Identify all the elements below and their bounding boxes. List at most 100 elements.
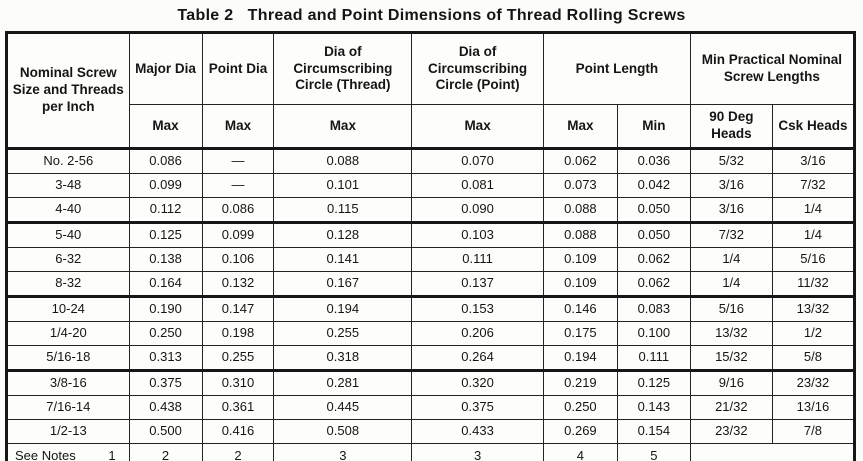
value-cell: 0.090: [411, 197, 544, 223]
screw-size-cell: 5-40: [6, 221, 130, 248]
note-ref: 3: [273, 443, 413, 461]
value-cell: 0.264: [411, 345, 544, 371]
value-cell: 0.250: [128, 321, 203, 346]
value-cell: 0.146: [542, 295, 618, 322]
value-cell: 0.088: [542, 221, 618, 248]
screw-size-cell: No. 2-56: [6, 147, 130, 174]
note-ref: 3: [411, 443, 544, 461]
value-cell: 0.111: [411, 247, 544, 272]
value-cell: 0.062: [616, 271, 691, 297]
value-cell: 15/32: [689, 345, 773, 371]
value-cell: 5/8: [771, 345, 856, 371]
value-cell: 1/4: [689, 271, 773, 297]
value-cell: 0.111: [616, 345, 691, 371]
value-cell: 0.128: [273, 221, 413, 248]
value-cell: 0.190: [128, 295, 203, 322]
value-cell: 0.320: [411, 369, 544, 396]
value-cell: 0.100: [616, 321, 691, 346]
value-cell: 0.103: [411, 221, 544, 248]
header-circ-thread: Dia of Circumscribing Circle (Thread): [273, 32, 413, 105]
value-cell: —: [201, 147, 275, 174]
value-cell: 0.086: [201, 197, 275, 223]
value-cell: 0.115: [273, 197, 413, 223]
table-title: Table 2 Thread and Point Dimensions of T…: [177, 7, 686, 24]
value-cell: 0.175: [542, 321, 618, 346]
value-cell: 0.086: [128, 147, 203, 174]
value-cell: 0.281: [273, 369, 413, 396]
value-cell: 0.109: [542, 247, 618, 272]
screw-size-cell: 3-48: [6, 173, 130, 198]
value-cell: 0.318: [273, 345, 413, 371]
value-cell: 13/32: [771, 295, 856, 322]
value-cell: 1/4: [771, 197, 856, 223]
value-cell: 0.164: [128, 271, 203, 297]
table-row: 4-40 0.112 0.086 0.115 0.090 0.088 0.050 3/16 1/…: [6, 197, 856, 223]
header-screw-size: Nominal Screw Size and Threads per Inch: [6, 32, 130, 149]
screw-size-cell: 5/16-18: [6, 345, 130, 371]
header-point-dia: Point Dia: [201, 32, 275, 105]
value-cell: 0.198: [201, 321, 275, 346]
value-cell: 0.042: [616, 173, 691, 198]
value-cell: 0.194: [273, 295, 413, 322]
value-cell: 5/16: [771, 247, 856, 272]
value-cell: 0.112: [128, 197, 203, 223]
value-cell: 0.206: [411, 321, 544, 346]
value-cell: —: [201, 173, 275, 198]
header-point-length: Point Length: [542, 32, 691, 105]
screw-size-cell: 1/2-13: [6, 419, 130, 444]
value-cell: 13/32: [689, 321, 773, 346]
value-cell: 23/32: [771, 369, 856, 396]
value-cell: 0.099: [128, 173, 203, 198]
value-cell: 9/16: [689, 369, 773, 396]
table-row: 10-24 0.190 0.147 0.194 0.153 0.146 0.083 5/16 1…: [6, 295, 856, 322]
note-ref: 2: [201, 443, 275, 461]
header-circ-point: Dia of Circumscribing Circle (Point): [411, 32, 544, 105]
value-cell: 0.194: [542, 345, 618, 371]
thread-dimensions-table: Nominal Screw Size and Threads per Inch …: [5, 31, 856, 461]
value-cell: 0.088: [542, 197, 618, 223]
screw-size-cell: 6-32: [6, 247, 130, 272]
header-row-main: Nominal Screw Size and Threads per Inch …: [6, 32, 856, 149]
value-cell: 7/8: [771, 419, 856, 444]
value-cell: 0.125: [616, 369, 691, 396]
subheader-min-length: Min: [616, 104, 691, 149]
value-cell: 1/4: [771, 221, 856, 248]
header-row-sub: Max Max Max Max Max Min 90 Deg Heads Csk…: [7, 104, 856, 149]
value-cell: 0.062: [616, 247, 691, 272]
value-cell: 0.154: [616, 419, 691, 444]
table-row: 3/8-16 0.375 0.310 0.281 0.320 0.219 0.125 9/16…: [6, 369, 856, 396]
table-row: 1/4-20 0.250 0.198 0.255 0.206 0.175 0.100 13/3…: [6, 321, 856, 346]
header-major-dia: Major Dia: [128, 32, 203, 105]
table-row: 6-32 0.138 0.106 0.141 0.111 0.109 0.062 1/4 5/1…: [6, 247, 856, 272]
table-row: 8-32 0.164 0.132 0.167 0.137 0.109 0.062 1/4 11/…: [6, 271, 856, 297]
value-cell: 0.153: [411, 295, 544, 322]
value-cell: 1/2: [771, 321, 856, 346]
screw-size-cell: 10-24: [6, 295, 130, 322]
value-cell: 0.141: [273, 247, 413, 272]
table-row: 3-48 0.099—0.101 0.081 0.073 0.042 3/16 7/32: [6, 173, 856, 198]
note-ref: 4: [542, 443, 618, 461]
subheader-max-circ-thread: Max: [273, 104, 413, 149]
value-cell: 0.445: [273, 395, 413, 420]
value-cell: 0.050: [616, 221, 691, 248]
value-cell: 0.143: [616, 395, 691, 420]
value-cell: 5/16: [689, 295, 773, 322]
table-row: 5-40 0.125 0.099 0.128 0.103 0.088 0.050 7/32 1/…: [6, 221, 856, 248]
value-cell: 0.167: [273, 271, 413, 297]
value-cell: 0.375: [128, 369, 203, 396]
subheader-90deg-heads: 90 Deg Heads: [689, 104, 773, 149]
see-notes-cell: See Notes 1: [6, 443, 130, 461]
header-min-practical: Min Practical Nominal Screw Lengths: [689, 32, 856, 105]
table-row: No. 2-56 0.086—0.088 0.070 0.062 0.036 5/32 3/…: [6, 147, 856, 174]
value-cell: 0.500: [128, 419, 203, 444]
value-cell: 0.036: [616, 147, 691, 174]
value-cell: 3/16: [689, 173, 773, 198]
value-cell: 1/4: [689, 247, 773, 272]
value-cell: 0.313: [128, 345, 203, 371]
screw-size-cell: 7/16-14: [6, 395, 130, 420]
value-cell: 13/16: [771, 395, 856, 420]
value-cell: 23/32: [689, 419, 773, 444]
value-cell: 0.109: [542, 271, 618, 297]
value-cell: 0.137: [411, 271, 544, 297]
